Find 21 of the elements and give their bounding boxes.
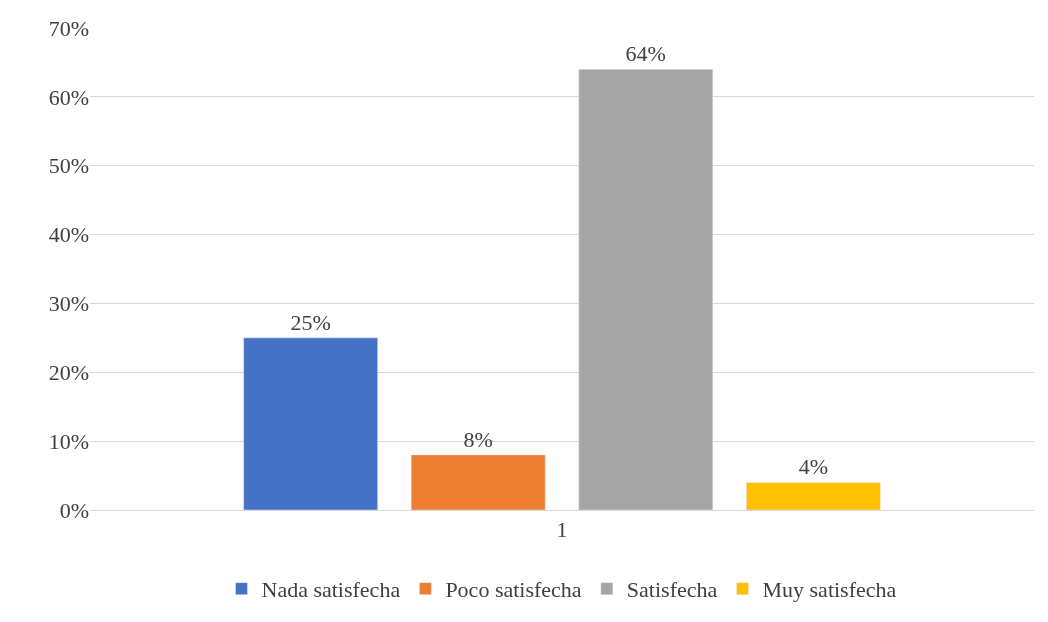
bar xyxy=(410,454,546,510)
legend-label: Nada satisfecha xyxy=(261,577,401,603)
y-tick-label: 60% xyxy=(48,84,89,110)
y-tick-label: 0% xyxy=(59,497,89,523)
legend-label: Satisfecha xyxy=(626,577,718,603)
bar xyxy=(746,482,881,510)
data-label: 25% xyxy=(290,309,331,335)
legend-label: Poco satisfecha xyxy=(445,577,582,603)
bar xyxy=(243,337,378,510)
legend-label: Muy satisfecha xyxy=(762,577,897,603)
y-tick-label: 50% xyxy=(48,153,89,179)
y-tick-label: 30% xyxy=(48,291,89,317)
y-tick-label: 20% xyxy=(48,359,89,385)
data-label: 64% xyxy=(625,41,666,67)
y-tick-label: 10% xyxy=(48,428,89,454)
x-tick-label: 1 xyxy=(556,517,568,543)
data-label: 8% xyxy=(463,426,493,452)
bar xyxy=(578,69,714,510)
y-tick-label: 40% xyxy=(48,222,89,248)
y-tick-label: 70% xyxy=(48,15,89,41)
data-label: 4% xyxy=(798,454,828,480)
